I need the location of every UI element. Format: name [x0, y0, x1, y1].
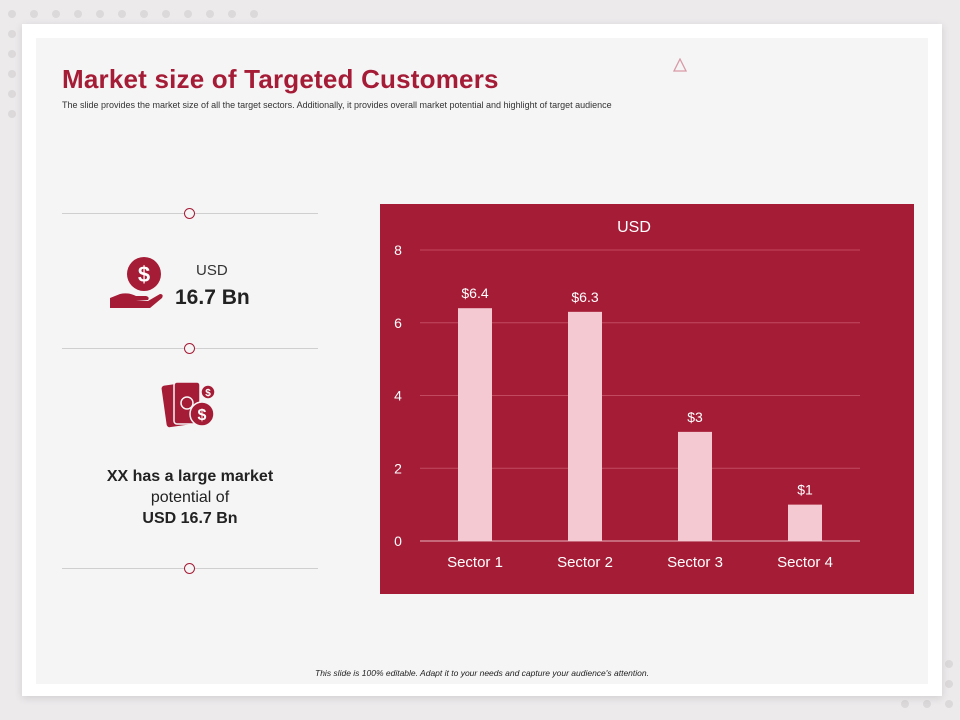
bar-sector-2 [568, 311, 602, 541]
bar-sector-3 [678, 431, 712, 541]
data-label: $6.3 [571, 289, 598, 305]
svg-text:$: $ [138, 262, 150, 287]
x-tick-label: Sector 2 [557, 554, 613, 571]
usd-value: 16.7 Bn [175, 286, 250, 309]
x-tick-label: Sector 4 [777, 554, 833, 571]
triangle-decoration-icon [673, 58, 687, 72]
slide-frame: Market size of Targeted Customers The sl… [22, 24, 942, 696]
svg-text:$: $ [198, 407, 207, 424]
divider-circle-top [184, 208, 195, 219]
data-label: $3 [687, 409, 703, 425]
page-subtitle: The slide provides the market size of al… [62, 100, 612, 110]
x-tick-label: Sector 1 [447, 554, 503, 571]
y-tick-label: 2 [394, 460, 402, 476]
bar-sector-4 [788, 504, 822, 541]
divider-circle-bottom [184, 563, 195, 574]
potential-line-3: USD 16.7 Bn [142, 510, 238, 527]
svg-text:$: $ [205, 388, 211, 399]
potential-line-2: potential of [150, 489, 230, 506]
x-tick-label: Sector 3 [667, 554, 723, 571]
chart-title: USD [617, 219, 651, 236]
footer-note: This slide is 100% editable. Adapt it to… [315, 668, 649, 678]
slide-content: Market size of Targeted Customers The sl… [36, 38, 928, 684]
y-tick-label: 6 [394, 315, 402, 331]
divider-circle-middle [184, 343, 195, 354]
y-tick-label: 0 [394, 533, 402, 549]
data-label: $1 [797, 482, 813, 498]
y-tick-label: 8 [394, 242, 402, 258]
data-label: $6.4 [461, 285, 488, 301]
market-potential-text: XX has a large market potential of USD 1… [62, 466, 318, 529]
page-title: Market size of Targeted Customers [62, 64, 499, 94]
y-tick-label: 4 [394, 388, 402, 404]
dollar-hand-icon: $ [110, 257, 163, 308]
bar-sector-1 [458, 308, 492, 541]
usd-label: USD [196, 262, 228, 279]
money-cash-icon: $ $ [161, 381, 216, 428]
bar-chart: USD 0 2 4 6 8 $6.4 Sector 1 $6.3 Sector 2 $3 Secto… [380, 204, 914, 594]
potential-line-1: XX has a large market [106, 468, 274, 485]
bar-chart-svg: USD 0 2 4 6 8 $6.4 Sector 1 $6.3 Sector 2 $3 Secto… [394, 219, 860, 571]
